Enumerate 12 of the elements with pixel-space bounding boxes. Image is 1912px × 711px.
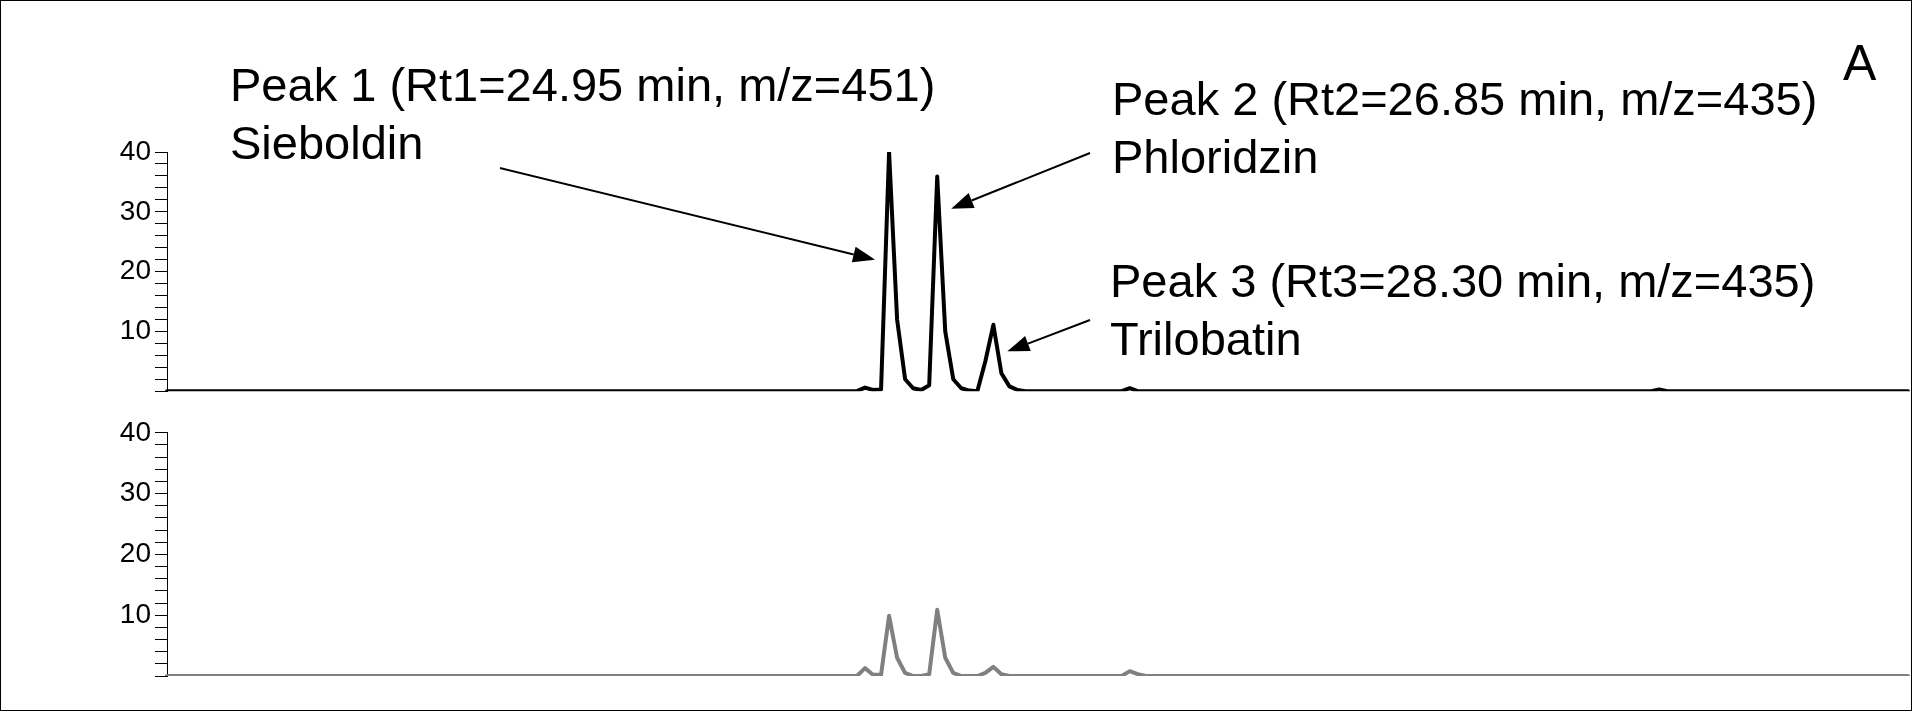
y-tick-label: 40	[119, 415, 151, 447]
y-tick-label: 30	[119, 476, 151, 508]
annotation: Peak 1 (Rt1=24.95 min, m/z=451) Sieboldin	[230, 57, 936, 169]
text: A	[1843, 34, 1877, 91]
annotation: Peak 2 (Rt2=26.85 min, m/z=435) Phloridzin	[1112, 71, 1818, 183]
y-tick-label: 10	[119, 597, 151, 629]
y-tick-label: 20	[119, 537, 151, 569]
y-tick-label: 20	[119, 254, 151, 286]
annotation: Peak 3 (Rt3=28.30 min, m/z=435) Trilobatin	[1110, 253, 1816, 365]
y-tick-label: 40	[119, 134, 151, 166]
y-tick-label: 30	[119, 194, 151, 226]
y-tick-label: 10	[119, 314, 151, 346]
